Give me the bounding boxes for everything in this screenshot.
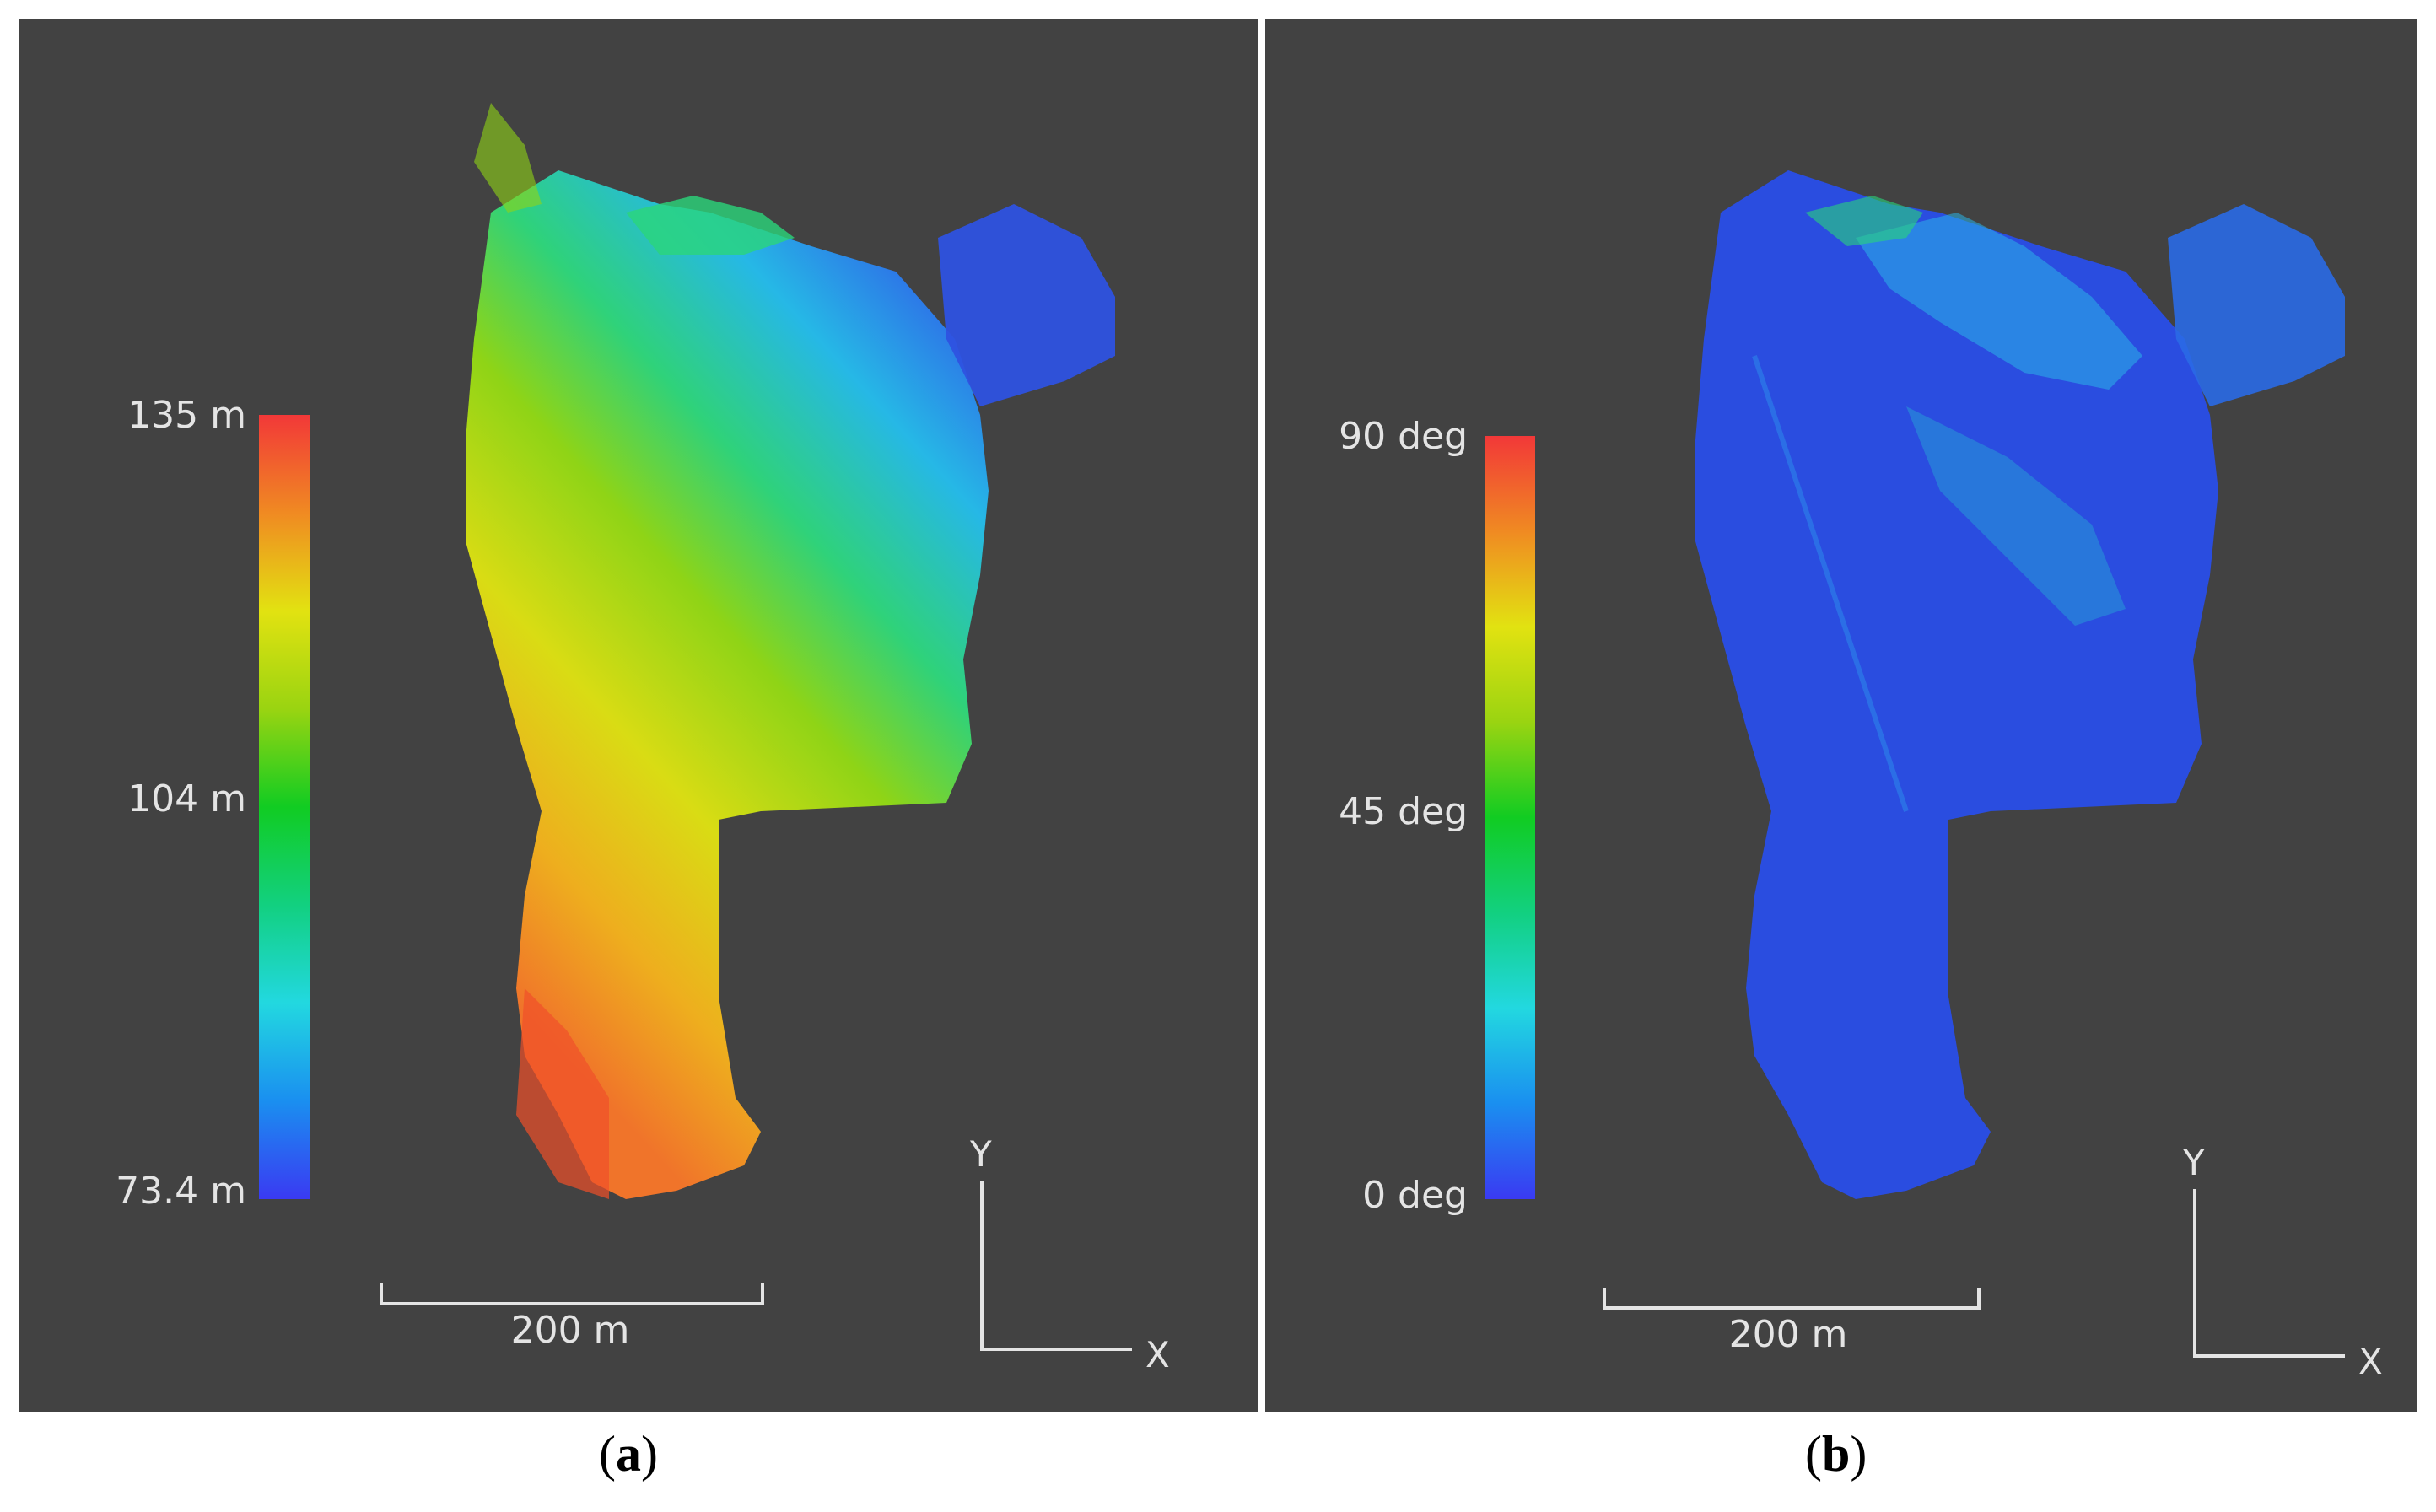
elevation-point-cloud [466,103,1115,1199]
scale-bar-label: 200 m [1728,1313,1848,1356]
y-axis-label: Y [2183,1142,2205,1183]
colorbar-max-label: 135 m [127,394,246,437]
slope-point-cloud [1695,170,2345,1199]
scale-bar [380,1283,764,1305]
y-axis-line [980,1181,984,1349]
colorbar-min-label: 73.4 m [116,1170,246,1213]
slope-surface [1695,170,2218,1199]
x-axis-label: X [1145,1334,1170,1375]
scale-bar [1603,1288,1981,1310]
scale-bar-label: 200 m [510,1309,630,1352]
colorbar-mid-label: 45 deg [1339,790,1468,833]
caption-a: (a) [599,1426,658,1482]
x-axis-line [980,1348,1132,1351]
elevation-colorbar [259,415,310,1199]
caption-b: (b) [1805,1426,1867,1482]
colorbar-max-label: 90 deg [1339,415,1468,458]
elevation-surface [466,170,989,1199]
slope-colorbar [1485,436,1535,1199]
elevation-panel: 135 m 104 m 73.4 m 200 m Y X [19,19,1258,1412]
x-axis-label: X [2358,1341,2383,1382]
y-axis-line [2193,1189,2196,1356]
colorbar-min-label: 0 deg [1362,1174,1468,1217]
y-axis-label: Y [970,1133,992,1175]
colorbar-mid-label: 104 m [127,778,246,821]
x-axis-line [2193,1354,2345,1358]
slope-panel: 90 deg 45 deg 0 deg 200 m Y X [1265,19,2417,1412]
